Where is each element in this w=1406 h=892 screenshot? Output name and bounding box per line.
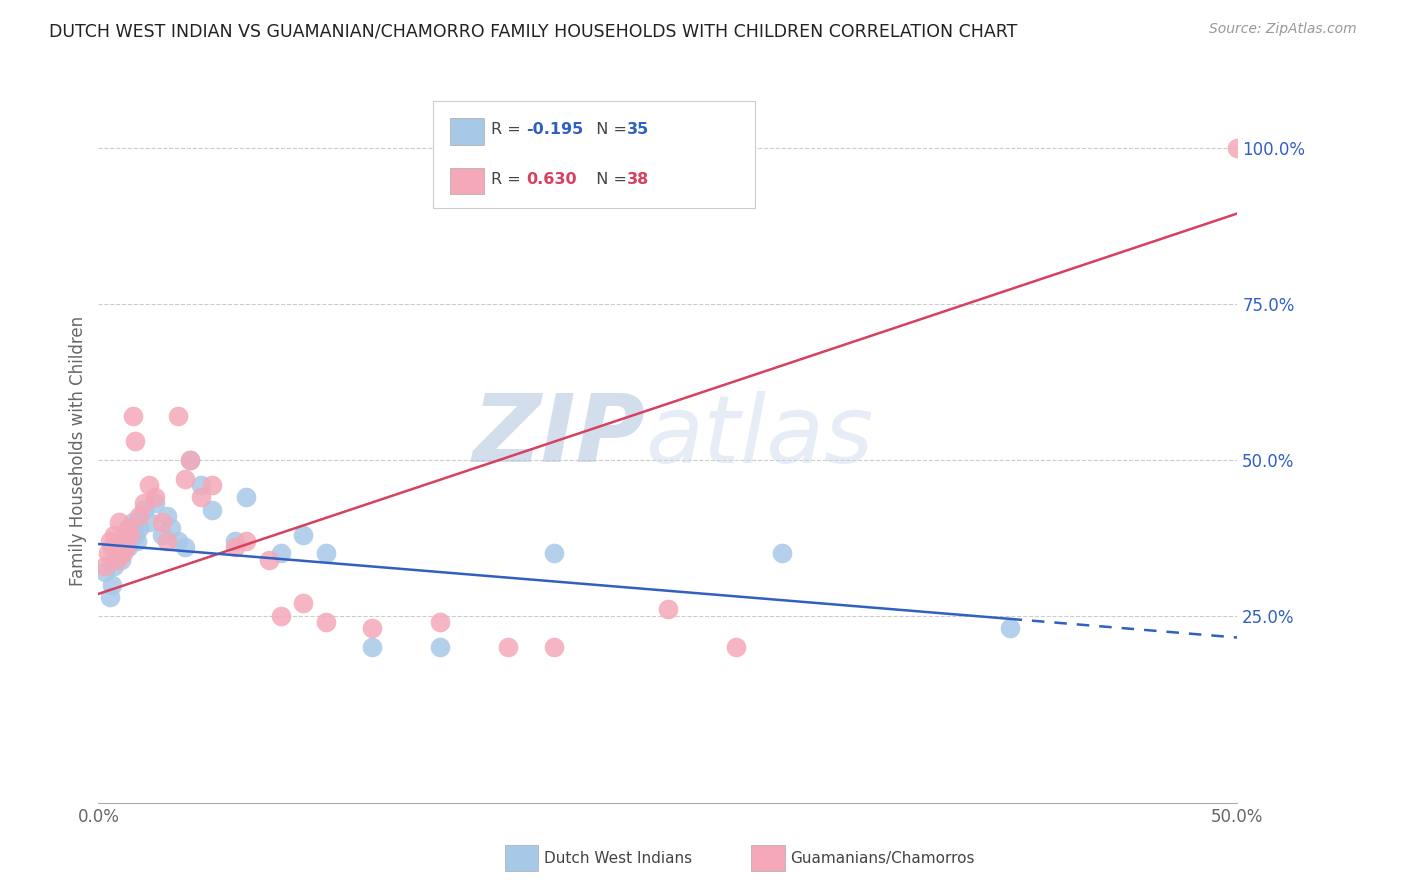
Point [117,521,139,535]
Y-axis label: Family Households with Children: Family Households with Children [69,316,87,585]
Point [167,533,190,548]
Point [145,496,167,510]
Point [101,540,124,554]
Point [201,477,224,491]
Text: 0.630: 0.630 [526,171,576,186]
Point [235,490,257,504]
Text: -0.195: -0.195 [526,122,583,137]
Point [160,521,183,535]
Point [117,540,139,554]
Point [270,608,292,623]
Point [94,565,117,579]
Text: Dutch West Indians: Dutch West Indians [544,851,692,865]
Point [498,640,520,654]
Point [770,546,793,560]
Point [132,502,155,516]
Point [725,640,748,654]
Point [150,527,173,541]
Point [315,615,337,629]
Point [96,546,118,560]
Point [128,521,150,535]
Point [120,533,142,548]
Point [121,409,143,424]
Point [103,558,125,573]
Point [190,477,212,491]
Text: atlas: atlas [645,391,873,482]
Point [543,640,565,654]
Text: R =: R = [491,171,526,186]
Point [315,546,337,560]
Text: Guamanians/Chamorros: Guamanians/Chamorros [790,851,974,865]
Point [138,477,160,491]
Point [108,540,131,554]
Point [174,471,197,485]
Text: N =: N = [586,171,633,186]
Point [98,590,121,604]
Point [110,533,132,548]
Point [124,527,146,541]
Point [360,621,382,635]
Point [235,533,257,548]
Point [224,540,246,554]
Point [174,540,197,554]
Point [132,496,155,510]
Text: R =: R = [491,122,526,137]
Text: DUTCH WEST INDIAN VS GUAMANIAN/CHAMORRO FAMILY HOUSEHOLDS WITH CHILDREN CORRELAT: DUTCH WEST INDIAN VS GUAMANIAN/CHAMORRO … [49,22,1018,40]
Point [105,552,128,566]
Text: 35: 35 [627,122,650,137]
Point [156,508,179,523]
Point [98,533,121,548]
Text: Source: ZipAtlas.com: Source: ZipAtlas.com [1209,22,1357,37]
Text: 38: 38 [627,171,650,186]
Point [120,527,142,541]
Point [114,527,136,541]
Point [105,546,128,560]
Point [124,434,146,449]
Point [108,515,131,529]
Point [156,533,179,548]
Point [179,452,201,467]
Point [224,533,246,548]
Point [150,515,173,529]
Point [179,452,201,467]
Point [167,409,190,424]
Point [103,527,125,541]
Point [94,558,117,573]
Point [101,577,124,591]
Point [657,602,679,616]
Point [112,546,135,560]
Point [429,640,451,654]
Point [201,502,224,516]
Point [259,552,281,566]
Point [292,596,315,610]
Point [114,540,136,554]
Point [121,515,143,529]
Point [110,552,132,566]
Point [543,546,565,560]
Point [360,640,382,654]
Point [292,527,315,541]
Point [127,533,149,548]
Point [998,621,1021,635]
Point [138,515,160,529]
Text: ZIP: ZIP [472,391,645,483]
Point [429,615,451,629]
Point [128,508,150,523]
Text: N =: N = [586,122,633,137]
Point [270,546,292,560]
Point [190,490,212,504]
Point [1226,141,1249,155]
Point [145,490,167,504]
